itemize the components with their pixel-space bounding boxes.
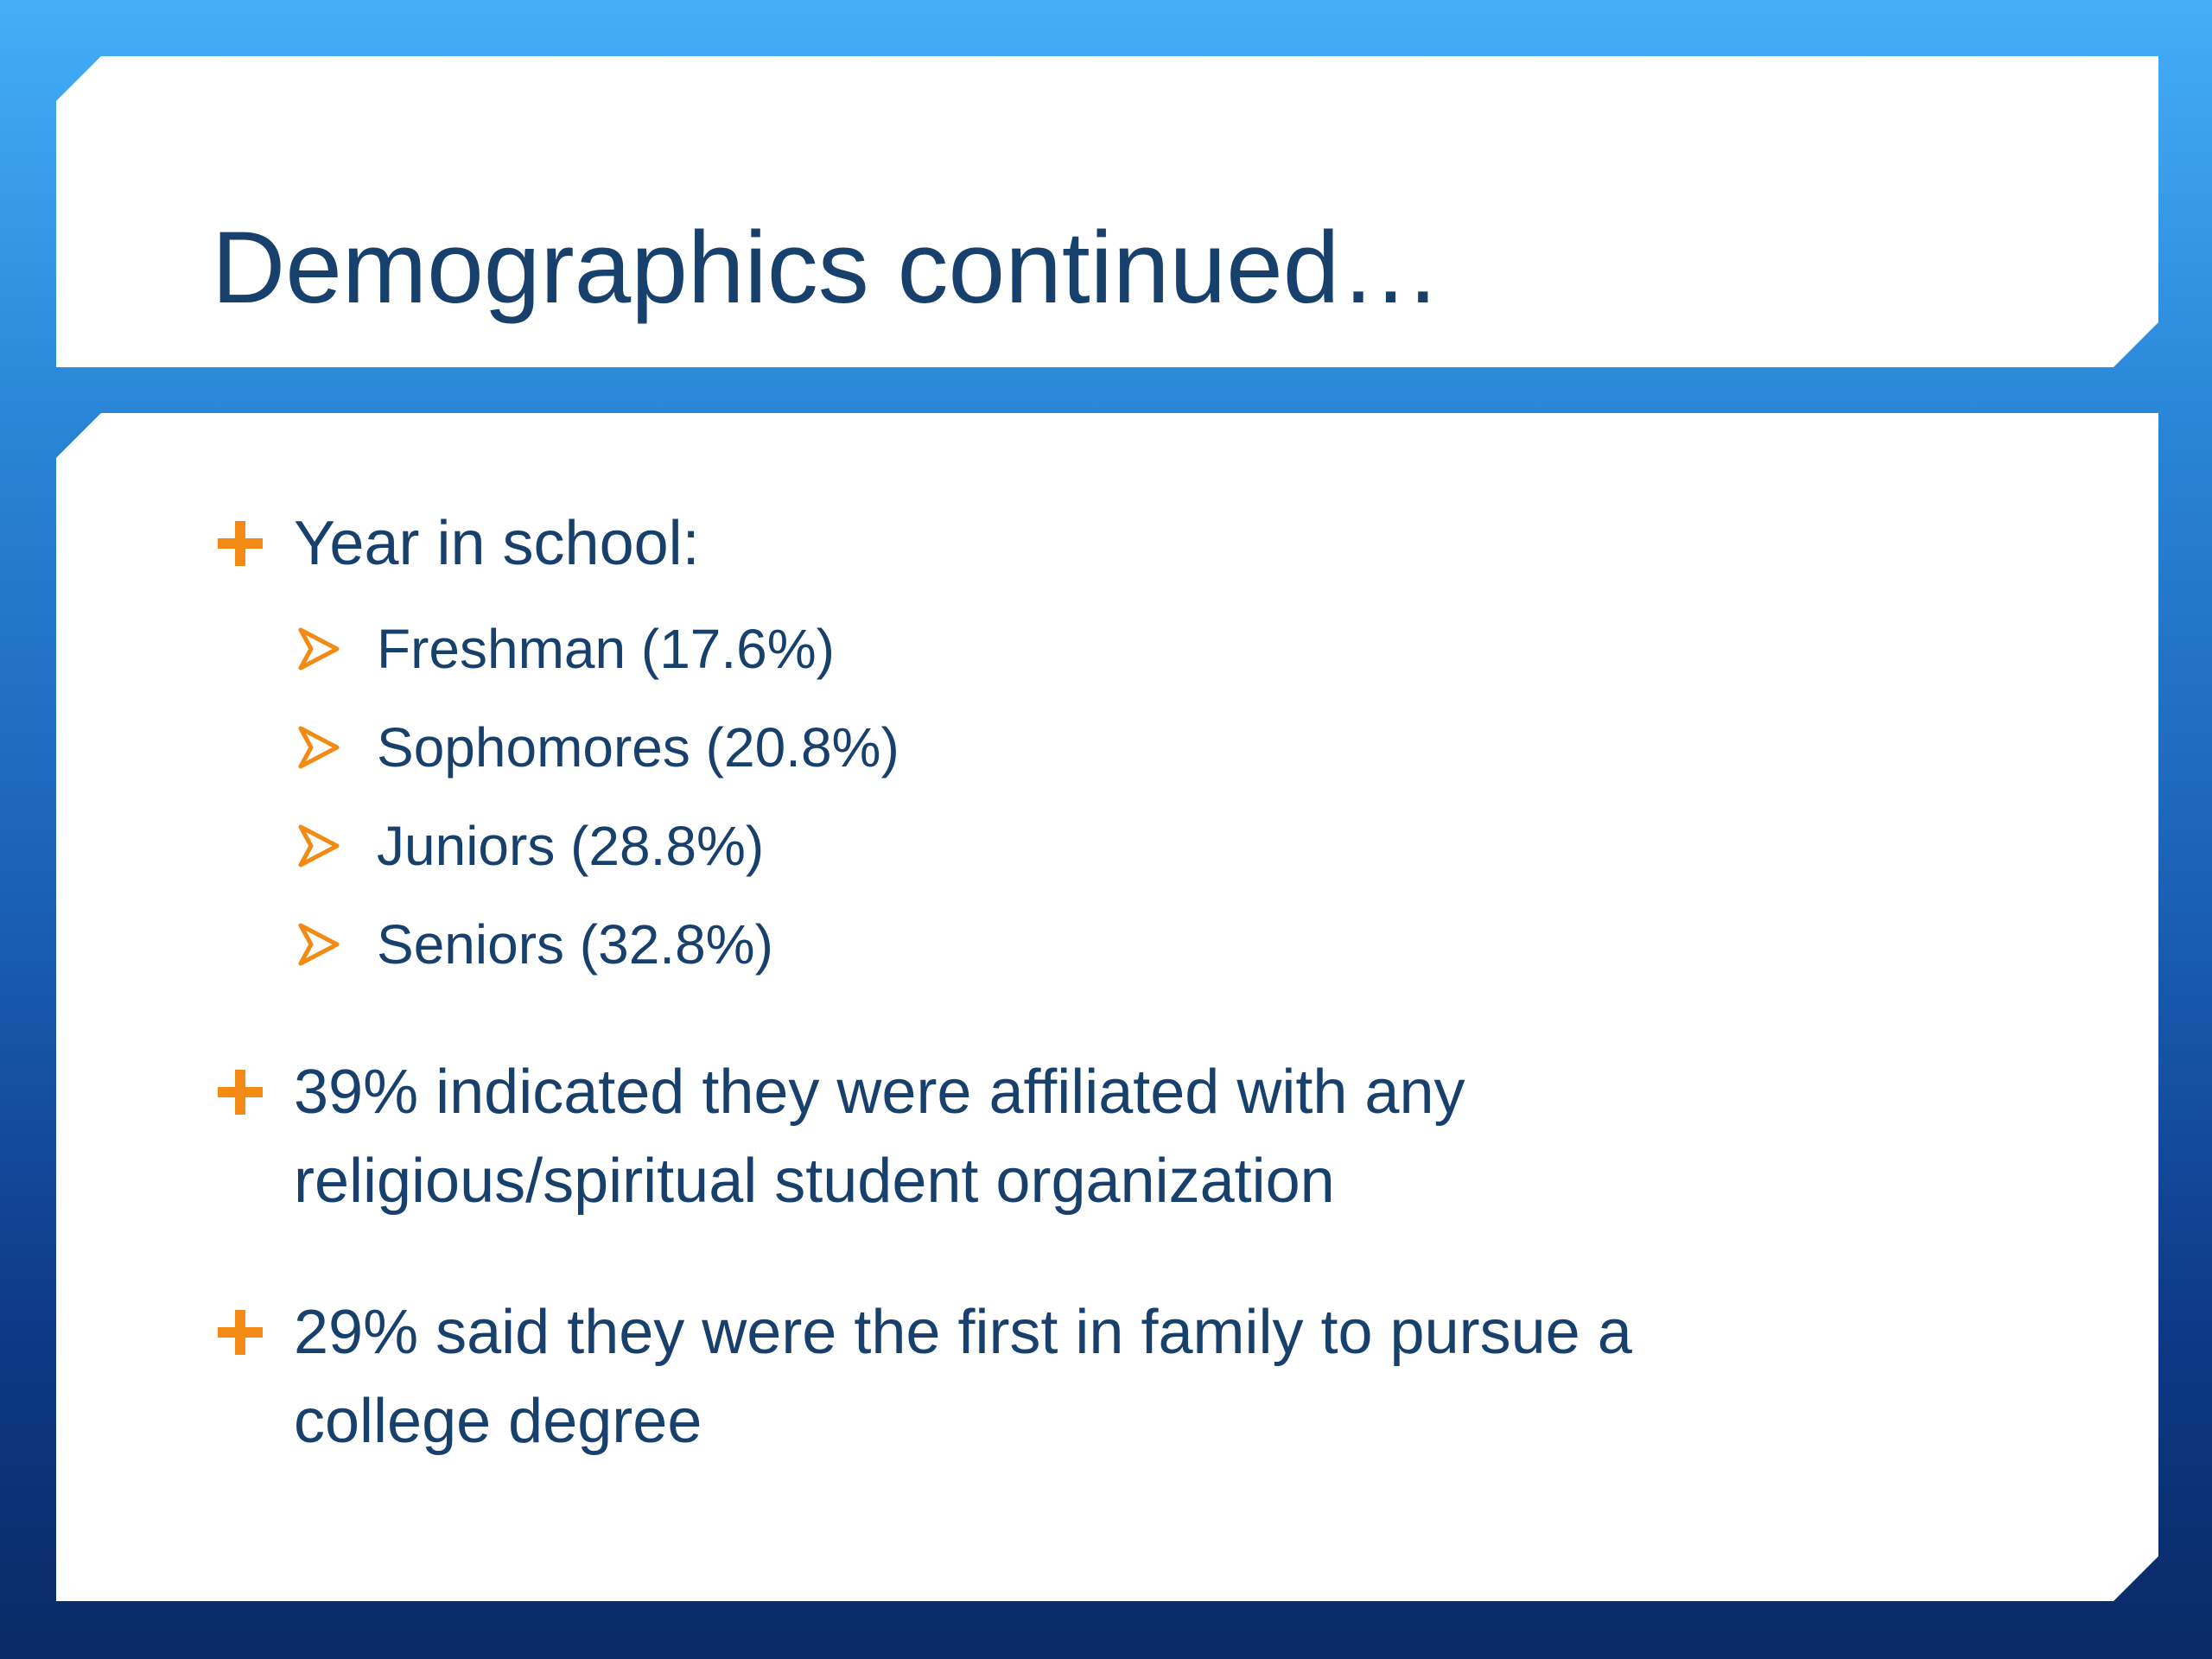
bullet-text: Year in school: <box>294 509 700 578</box>
bullet-text: college degree <box>294 1387 702 1456</box>
slide-title: Demographics continued… <box>212 211 1442 325</box>
plus-bullet <box>218 521 263 566</box>
sub-bullet-text: Seniors (32.8%) <box>377 913 773 976</box>
title-panel <box>56 56 2158 367</box>
sub-bullet-text: Juniors (28.8%) <box>377 815 765 877</box>
arrow-bullet <box>298 627 340 671</box>
bullet-text: 29% said they were the first in family t… <box>294 1298 1632 1367</box>
bullet-text: religious/spiritual student organization <box>294 1147 1335 1216</box>
sub-bullet-text: Freshman (17.6%) <box>377 618 835 680</box>
plus-bullet <box>218 1070 263 1115</box>
arrow-bullet <box>298 726 340 769</box>
content-panel <box>56 413 2158 1601</box>
bullet-text: 39% indicated they were affiliated with … <box>294 1058 1465 1127</box>
plus-bullet <box>218 1310 263 1355</box>
arrow-bullet <box>298 923 340 966</box>
arrow-bullet <box>298 824 340 868</box>
sub-bullet-text: Sophomores (20.8%) <box>377 716 899 779</box>
